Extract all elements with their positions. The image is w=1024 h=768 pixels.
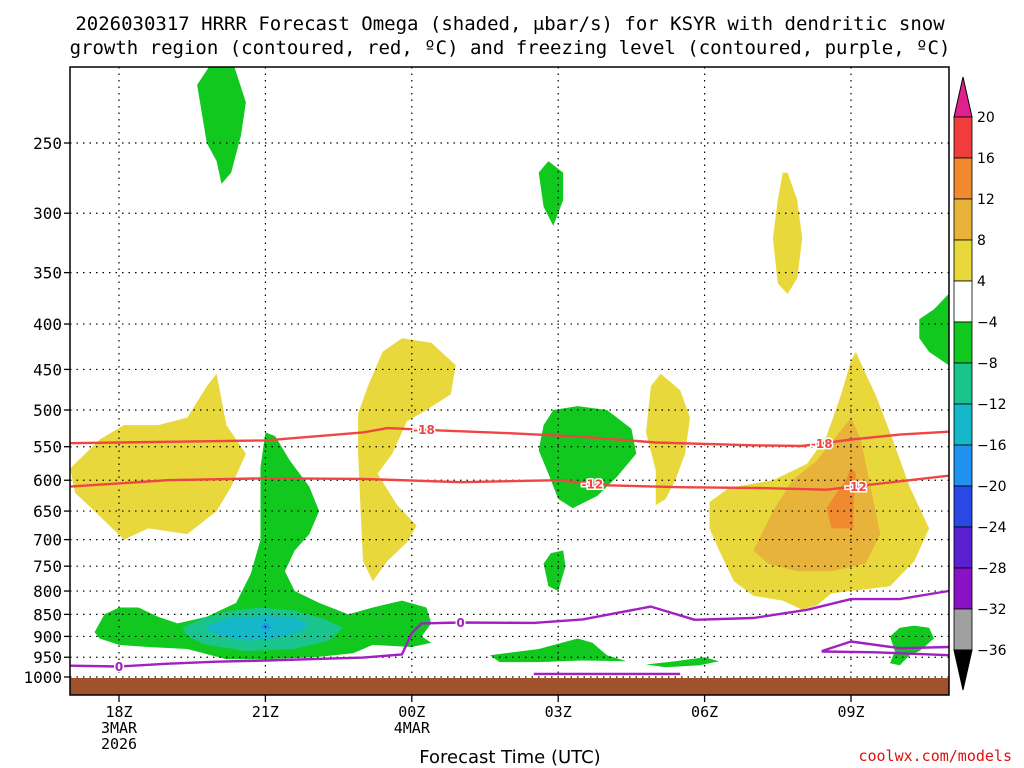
colorbar-level-label: −32 [977,602,1007,618]
omega-rise-0430z [646,373,690,506]
y-tick-label: 950 [33,648,62,667]
chart-title-line1: 2026030317 HRRR Forecast Omega (shaded, … [75,13,945,35]
omega-sink-0145z-upper [538,161,564,226]
colorbar-swatch [953,198,973,241]
contour-line-1 [70,474,949,491]
colorbar-level-label: −24 [977,520,1007,536]
colorbar-level-label: −8 [977,356,998,372]
colorbar-swatch [953,526,973,569]
omega-shaded-regions [70,67,949,668]
colorbar-level-label: 16 [977,151,995,167]
grid-lines [70,67,949,695]
omega-sink-low-cyan [206,615,310,641]
colorbar-level-label: 12 [977,192,995,208]
omega-sink-0230z-low [489,638,627,663]
contour-line-4 [821,650,949,657]
contour-label-1: -18 [811,437,833,451]
omega-rise-07z-upper [772,172,803,294]
y-tick-label: 500 [33,401,62,420]
y-tick-label: 550 [33,438,62,457]
y-tick-label: 650 [33,502,62,521]
omega-sink-top [197,67,246,184]
credit-text[interactable]: coolwx.com/models [858,747,1012,765]
contour-label-3: -12 [845,480,867,494]
x-tick-label: 09Z [837,703,864,721]
y-tick-label: 800 [33,582,62,601]
y-tick-label: 400 [33,315,62,334]
omega-sink-east-upper [919,293,949,366]
temperature-contours: -18 -18 -12 -12 0 0 [70,422,949,675]
omega-sink-0530z-low [646,657,720,668]
chart-title-line2: growth region (contoured, red, ºC) and f… [70,37,951,59]
colorbar-swatch [953,567,973,610]
colorbar-level-label: −36 [977,643,1007,659]
ground-surface [70,678,949,695]
colorbar: 20 16 12 8 4 −4 −8 −12 −16 −20 −24 −28 −32 −36 [953,76,1007,691]
contour-label-2: -12 [582,477,604,491]
x-tick-label: 2026 [101,735,137,753]
colorbar-swatch [953,157,973,200]
colorbar-swatch [953,362,973,405]
x-tick-label: 3MAR [101,719,138,737]
y-tick-label: 750 [33,557,62,576]
colorbar-level-label: −16 [977,438,1007,454]
colorbar-swatch [953,485,973,528]
colorbar-bottom-extend [953,649,973,691]
colorbar-level-label: −4 [977,315,998,331]
y-tick-label: 900 [33,627,62,646]
y-tick-label: 600 [33,471,62,490]
omega-rise-midupper [358,338,456,582]
omega-rise-west [70,373,246,540]
contour-line-2 [70,589,949,668]
omega-rise-east-core [826,467,856,529]
contour-line-0 [70,426,949,448]
colorbar-level-label: −12 [977,397,1007,413]
colorbar-level-label: 20 [977,110,995,126]
colorbar-swatch [953,239,973,282]
contour-line-3 [821,640,949,653]
x-axis-label: Forecast Time (UTC) [419,747,600,768]
y-tick-label: 450 [33,360,62,379]
contour-label-0: -18 [413,423,435,437]
colorbar-level-label: −28 [977,561,1007,577]
colorbar-level-label: −20 [977,479,1007,495]
x-tick-label: 06Z [691,703,718,721]
omega-rise-east-orange [753,417,881,572]
contour-label-5: 0 [456,616,464,630]
y-tick-label: 700 [33,531,62,550]
colorbar-swatch [953,280,973,323]
y-tick-label: 300 [33,204,62,223]
y-tick-label: 350 [33,264,62,283]
omega-sink-low [94,432,432,660]
x-tick-label: 03Z [545,703,572,721]
colorbar-swatch [953,321,973,364]
y-tick-label: 850 [33,605,62,624]
colorbar-top-extend [953,76,973,118]
x-tick-label: 21Z [252,703,279,721]
x-tick-label: 18Z [105,703,132,721]
colorbar-swatch [953,116,973,159]
plot-frame [69,66,950,696]
colorbar-swatch [953,403,973,446]
omega-sink-10z-low [890,625,934,666]
y-tick-label: 250 [33,134,62,153]
y-tick-label: 1000 [23,668,62,687]
x-tick-label: 4MAR [394,719,431,737]
colorbar-level-label: 4 [977,274,986,290]
omega-sink-0230z [538,406,637,509]
colorbar-swatch [953,444,973,487]
omega-sink-0140z-small [543,550,566,591]
contour-label-4: 0 [115,660,123,674]
colorbar-swatch [953,608,973,651]
x-tick-label: 00Z [398,703,425,721]
colorbar-level-label: 8 [977,233,986,249]
y-axis: 250 300 350 400 450 500 550 600 650 700 750 800 850 9… [23,134,70,687]
